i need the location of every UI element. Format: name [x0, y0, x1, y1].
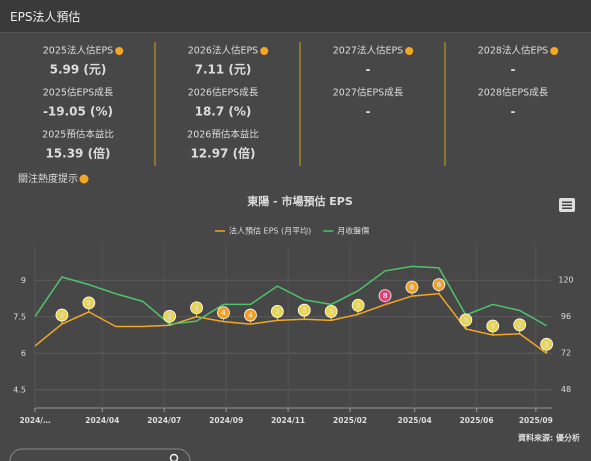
badge-label: 2 [167, 313, 172, 321]
y2-tick-label: 96 [561, 312, 571, 321]
header-title: EPS法人預估 [10, 10, 81, 24]
x-tick-label: 2024/04 [85, 416, 119, 425]
badge [217, 306, 230, 320]
x-tick-label: 2024/11 [271, 416, 305, 425]
badge [405, 280, 419, 294]
stat-label: 2027法人估EPS [333, 45, 403, 57]
badge-label: 8 [383, 292, 388, 300]
search-icon[interactable] [169, 453, 179, 461]
stat-label: 2025預估本益比 [42, 129, 114, 141]
search-box[interactable] [9, 448, 191, 461]
badge [82, 296, 96, 310]
badge-label: 4 [248, 312, 253, 320]
y-tick-label: 6 [21, 349, 26, 358]
badge [270, 305, 284, 318]
stat-value: 18.7 (%) [195, 105, 252, 119]
badge [378, 289, 392, 303]
badge-label: 2 [275, 308, 280, 316]
badge-label: 3 [463, 316, 468, 324]
source: 資料來源: 優分析 [518, 433, 580, 443]
stat-value: 7.11 (元) [195, 63, 252, 77]
chart-title: 東陽 - 市場預估 EPS [247, 194, 353, 208]
stat-value: - [366, 63, 371, 77]
badge [163, 309, 177, 323]
badge-label: 3 [544, 341, 549, 349]
badge-label: 6 [410, 284, 415, 292]
x-tick-label: 2025/09 [519, 416, 553, 425]
badge [297, 303, 311, 317]
info-dot [405, 47, 414, 55]
stat-label: 2025法人估EPS [43, 45, 113, 57]
header: EPS法人預估 [0, 0, 591, 33]
badge-label: 1 [194, 304, 199, 312]
legend-label: 法人預估 EPS (月平均) [229, 226, 311, 236]
badge-label: 1 [59, 312, 64, 320]
badge [540, 337, 554, 351]
badge [486, 319, 500, 333]
badge-label: 6 [436, 281, 441, 289]
x-tick-label: 2025/02 [333, 416, 367, 425]
y2-tick-label: 120 [558, 276, 573, 285]
hint: 關注熱度提示 [18, 172, 78, 185]
stat-label: 2026法人估EPS [188, 45, 258, 57]
badge-label: 3 [302, 307, 307, 315]
y2-tick-label: 48 [561, 385, 571, 394]
stat-value: 5.99 (元) [50, 63, 107, 77]
badge [513, 318, 527, 332]
stat-label: 2025估EPS成長 [43, 87, 114, 99]
badge-label: 3 [356, 302, 361, 310]
stat-value: 12.97 (倍) [190, 146, 255, 161]
stat-label: 2028法人估EPS [478, 45, 548, 57]
stat-value: -19.05 (%) [43, 105, 113, 119]
badge-label: 3 [490, 323, 495, 331]
x-tick-label: 2025/06 [460, 416, 494, 425]
stat-value: - [511, 105, 516, 119]
badge-label: 4 [221, 309, 226, 317]
stat-label: 2026預估本益比 [187, 129, 259, 141]
badge [432, 278, 446, 292]
y-tick-label: 7.5 [13, 312, 26, 321]
badge [324, 305, 338, 318]
badge [351, 298, 365, 312]
x-tick-label: 2024/… [19, 416, 50, 425]
stat-value: - [511, 63, 516, 77]
badge [459, 313, 473, 327]
y2-tick-label: 72 [561, 349, 571, 358]
stat-value: 15.39 (倍) [45, 146, 110, 161]
stat-value: - [366, 105, 371, 119]
stat-label: 2026估EPS成長 [188, 87, 259, 99]
y-tick-label: 9 [21, 276, 26, 285]
badge-label: 3 [86, 299, 91, 307]
x-tick-label: 2025/04 [398, 416, 432, 425]
menu-icon[interactable] [559, 198, 575, 212]
badge [55, 308, 69, 322]
info-dot [260, 47, 269, 55]
series-line [34, 265, 547, 327]
badge [190, 301, 203, 315]
stat-label: 2027估EPS成長 [333, 87, 404, 99]
x-tick-label: 2024/09 [209, 416, 243, 425]
badge-label: 2 [517, 321, 522, 329]
info-dot [115, 47, 124, 55]
legend-label: 月收盤價 [337, 226, 369, 236]
badge [244, 308, 257, 322]
hint-dot [79, 174, 89, 184]
stat-label: 2028估EPS成長 [478, 87, 549, 99]
badge-label: 3 [329, 308, 334, 316]
y-tick-label: 4.5 [13, 385, 26, 394]
x-tick-label: 2024/07 [147, 416, 181, 425]
info-dot [550, 47, 559, 55]
